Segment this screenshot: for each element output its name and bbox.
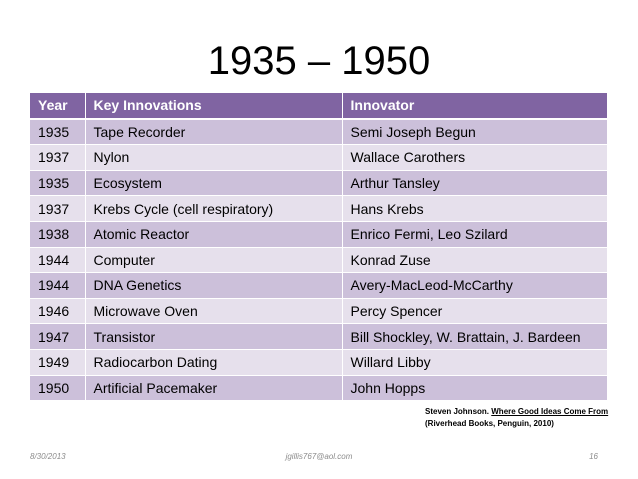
table-row: 1946 Microwave Oven Percy Spencer <box>30 298 607 325</box>
header-innovator: Innovator <box>342 93 607 120</box>
table-row: 1938 Atomic Reactor Enrico Fermi, Leo Sz… <box>30 221 607 248</box>
citation-author: Steven Johnson. <box>425 407 490 416</box>
table-row: 1937 Nylon Wallace Carothers <box>30 144 607 171</box>
cell-innovator: John Hopps <box>342 375 607 401</box>
table-row: 1944 Computer Konrad Zuse <box>30 247 607 274</box>
cell-innovation: Nylon <box>85 144 343 171</box>
table-row: 1949 Radiocarbon Dating Willard Libby <box>30 349 607 376</box>
cell-innovator: Percy Spencer <box>342 298 607 325</box>
table-header-row: Year Key Innovations Innovator <box>30 93 607 120</box>
cell-innovation: Ecosystem <box>85 170 343 197</box>
footer-email: jgillis767@aol.com <box>285 452 353 461</box>
cell-innovator: Avery-MacLeod-McCarthy <box>342 272 607 299</box>
cell-innovation: Artificial Pacemaker <box>85 375 343 401</box>
table-row: 1944 DNA Genetics Avery-MacLeod-McCarthy <box>30 272 607 299</box>
cell-year: 1944 <box>30 247 86 274</box>
header-key-innovations: Key Innovations <box>85 93 343 120</box>
slide-title: 1935 – 1950 <box>207 39 431 83</box>
cell-innovation: Krebs Cycle (cell respiratory) <box>85 195 343 222</box>
citation-publisher: (Riverhead Books, Penguin, 2010) <box>425 419 554 428</box>
table-row: 1935 Ecosystem Arthur Tansley <box>30 170 607 197</box>
cell-year: 1937 <box>30 195 86 222</box>
cell-innovation: Computer <box>85 247 343 274</box>
cell-innovation: Microwave Oven <box>85 298 343 325</box>
cell-innovator: Hans Krebs <box>342 195 607 222</box>
innovations-table: Year Key Innovations Innovator 1935 Tape… <box>30 93 607 401</box>
cell-innovator: Semi Joseph Begun <box>342 118 607 146</box>
cell-year: 1938 <box>30 221 86 248</box>
cell-innovation: Transistor <box>85 323 343 350</box>
cell-innovation: Atomic Reactor <box>85 221 343 248</box>
table-row: 1950 Artificial Pacemaker John Hopps <box>30 375 607 401</box>
table-row: 1937 Krebs Cycle (cell respiratory) Hans… <box>30 195 607 222</box>
cell-innovator: Arthur Tansley <box>342 170 607 197</box>
cell-innovation: DNA Genetics <box>85 272 343 299</box>
cell-innovation: Radiocarbon Dating <box>85 349 343 376</box>
cell-innovation: Tape Recorder <box>85 118 343 146</box>
header-year: Year <box>30 93 86 120</box>
footer-date: 8/30/2013 <box>30 452 66 461</box>
cell-year: 1947 <box>30 323 86 350</box>
cell-year: 1949 <box>30 349 86 376</box>
cell-innovator: Willard Libby <box>342 349 607 376</box>
cell-year: 1946 <box>30 298 86 325</box>
citation-book: Where Good Ideas Come From <box>491 407 609 416</box>
table-row: 1947 Transistor Bill Shockley, W. Bratta… <box>30 323 607 350</box>
cell-innovator: Wallace Carothers <box>342 144 607 171</box>
footer-page-number: 16 <box>589 452 598 461</box>
cell-year: 1935 <box>30 118 86 146</box>
cell-innovator: Enrico Fermi, Leo Szilard <box>342 221 607 248</box>
cell-year: 1937 <box>30 144 86 171</box>
cell-year: 1950 <box>30 375 86 401</box>
table-row: 1935 Tape Recorder Semi Joseph Begun <box>30 118 607 146</box>
cell-year: 1944 <box>30 272 86 299</box>
cell-year: 1935 <box>30 170 86 197</box>
cell-innovator: Konrad Zuse <box>342 247 607 274</box>
cell-innovator: Bill Shockley, W. Brattain, J. Bardeen <box>342 323 607 350</box>
citation: Steven Johnson. Where Good Ideas Come Fr… <box>425 406 625 430</box>
